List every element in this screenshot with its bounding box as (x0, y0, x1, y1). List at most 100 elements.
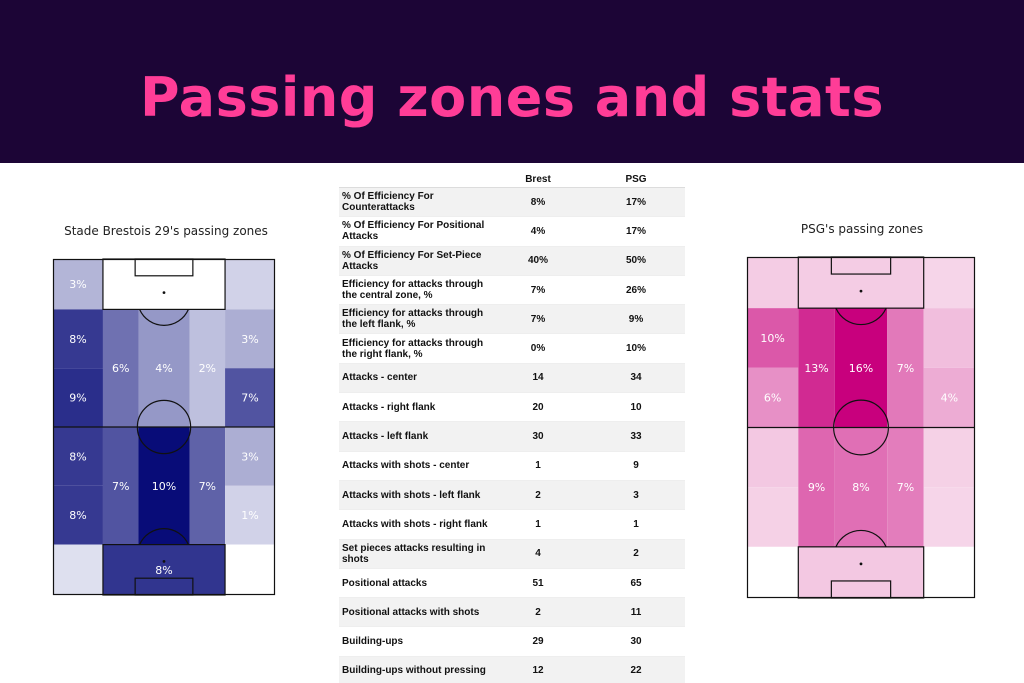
row-psg-value: 9% (628, 313, 644, 325)
zone-cell (225, 485, 275, 545)
row-metric-label: Building-ups (342, 636, 404, 648)
row-metric-label: % Of Efficiency For Positional Attacks (342, 220, 485, 243)
zone-value-label: 8% (852, 481, 869, 494)
row-brest-value: 20 (532, 401, 544, 413)
psg-passing-zones-chart: 10% 6% 13% 16% 7% 4% 9% 8% 7% 0% 0% (746, 256, 976, 599)
table-row: Building-ups without pressing 12 22 (339, 656, 685, 683)
zone-value-label: 7% (241, 392, 258, 405)
row-brest-value: 12 (532, 665, 544, 677)
zone-cell (798, 427, 835, 547)
zone-value-label: 10% (152, 480, 176, 493)
zone-value-label: 3% (241, 333, 258, 346)
row-metric-label: Attacks - center (342, 372, 418, 384)
table-row: % Of Efficiency For Positional Attacks 4%… (339, 217, 685, 247)
row-brest-value: 2 (535, 489, 541, 501)
zone-value-label: 3% (241, 450, 258, 463)
row-metric-label: Attacks with shots - center (342, 460, 470, 472)
zone-cell (53, 259, 103, 310)
zone-cell (225, 544, 275, 595)
zone-cell (834, 308, 888, 428)
row-metric-label: Efficiency for attacks through the centr… (342, 279, 484, 302)
row-psg-value: 3 (633, 489, 639, 501)
zone-value-label: 4% (155, 362, 172, 375)
stats-table-body: % Of Efficiency For Counterattacks 8% 1 7%%… (339, 188, 685, 683)
brest-chart-title: Stade Brestois 29's passing zones (64, 224, 268, 238)
zone-cell (923, 257, 975, 309)
zone-cell (747, 308, 799, 368)
table-row: Attacks - right flank 20 10 (339, 393, 685, 423)
table-row: % Of Efficiency For Counterattacks 8% 17% (339, 188, 685, 218)
zone-value-label: 7% (897, 362, 914, 375)
psg-chart-title: PSG's passing zones (800, 222, 924, 236)
row-brest-value: 7% (530, 313, 546, 325)
zone-cell (747, 546, 799, 598)
row-metric-label: % Of Efficiency For Counterattacks (342, 191, 434, 214)
row-brest-value: 29 (532, 636, 544, 648)
row-psg-value: 34 (630, 372, 642, 384)
zone-cell (747, 367, 799, 428)
row-brest-value: 2 (535, 606, 541, 618)
stats-table-header: Brest PSG (339, 172, 685, 188)
row-metric-label: % Of Efficiency For Set-Piece Attacks (342, 249, 482, 272)
zone-cell (53, 544, 103, 595)
zone-value-label: 8% (69, 450, 86, 463)
zone-cell (923, 546, 975, 598)
zone-cell (923, 308, 975, 368)
zone-value-label: 9% (69, 392, 86, 405)
row-psg-value: 65 (630, 577, 642, 589)
zone-cell (189, 427, 226, 545)
row-brest-value: 4 (535, 548, 541, 560)
row-brest-value: 51 (532, 577, 544, 589)
zone-value-label: 0% (764, 566, 781, 579)
row-psg-value: 1 (633, 518, 639, 530)
row-brest-value: 1 (535, 518, 541, 530)
zone-cell (923, 367, 975, 428)
header-psg: PSG (625, 174, 647, 185)
row-psg-value: 22 (630, 665, 642, 677)
row-metric-label: Attacks - right flank (342, 401, 436, 413)
row-metric-label: Attacks with shots - left flank (342, 489, 481, 501)
zone-cell (834, 427, 888, 547)
zone-value-label: 2% (199, 362, 216, 375)
zone-value-label: 8% (155, 564, 172, 577)
zone-cell (102, 427, 139, 545)
row-brest-value: 8% (530, 196, 546, 208)
row-psg-value: 33 (630, 431, 642, 443)
zone-cell (53, 309, 103, 369)
pitch-lines (52, 258, 276, 596)
row-brest-value: 4% (530, 225, 546, 237)
zone-value-label: 6% (764, 392, 781, 405)
row-metric-label: Attacks - left flank (342, 431, 429, 443)
zone-cell (923, 427, 975, 488)
row-brest-value: 0% (530, 343, 546, 355)
zone-cell (923, 487, 975, 547)
zone-value-label: 7% (199, 480, 216, 493)
zone-cell (747, 487, 799, 547)
table-row: Attacks with shots - left flank 2 3 (339, 480, 685, 511)
row-metric-label: Attacks with shots - right flank (342, 518, 488, 530)
zone-value-label: 4% (941, 392, 958, 405)
zone-value-label: 8% (69, 333, 86, 346)
row-psg-value: 30 (630, 636, 642, 648)
zone-cell (225, 368, 275, 427)
zone-value-label: 3% (69, 278, 86, 291)
zone-value-label: 6% (112, 362, 129, 375)
row-psg-value: 11 (630, 606, 642, 618)
zone-cell (138, 309, 190, 427)
row-metric-label: Building-ups without pressing (342, 665, 486, 677)
zone-cell (102, 309, 139, 427)
zone-value-label: 7% (897, 481, 914, 494)
row-brest-value: 14 (532, 372, 544, 384)
row-psg-value: 10 (630, 401, 642, 413)
zone-cell (798, 546, 924, 598)
zone-cell (887, 427, 924, 547)
table-row: Attacks with shots - right flank 1 1 (339, 510, 685, 540)
row-metric-label: Set pieces attacks resulting in shots (342, 542, 486, 565)
table-row: Efficiency for attacks through the left … (339, 305, 685, 335)
zone-cell (747, 427, 799, 488)
zone-cell (53, 368, 103, 427)
table-row: Attacks - left flank 30 33 (339, 422, 685, 452)
zone-value-label: 9% (808, 481, 825, 494)
table-row: Set pieces attacks resulting in shots 4 2 (339, 539, 685, 569)
row-metric-label: Positional attacks (342, 577, 428, 589)
